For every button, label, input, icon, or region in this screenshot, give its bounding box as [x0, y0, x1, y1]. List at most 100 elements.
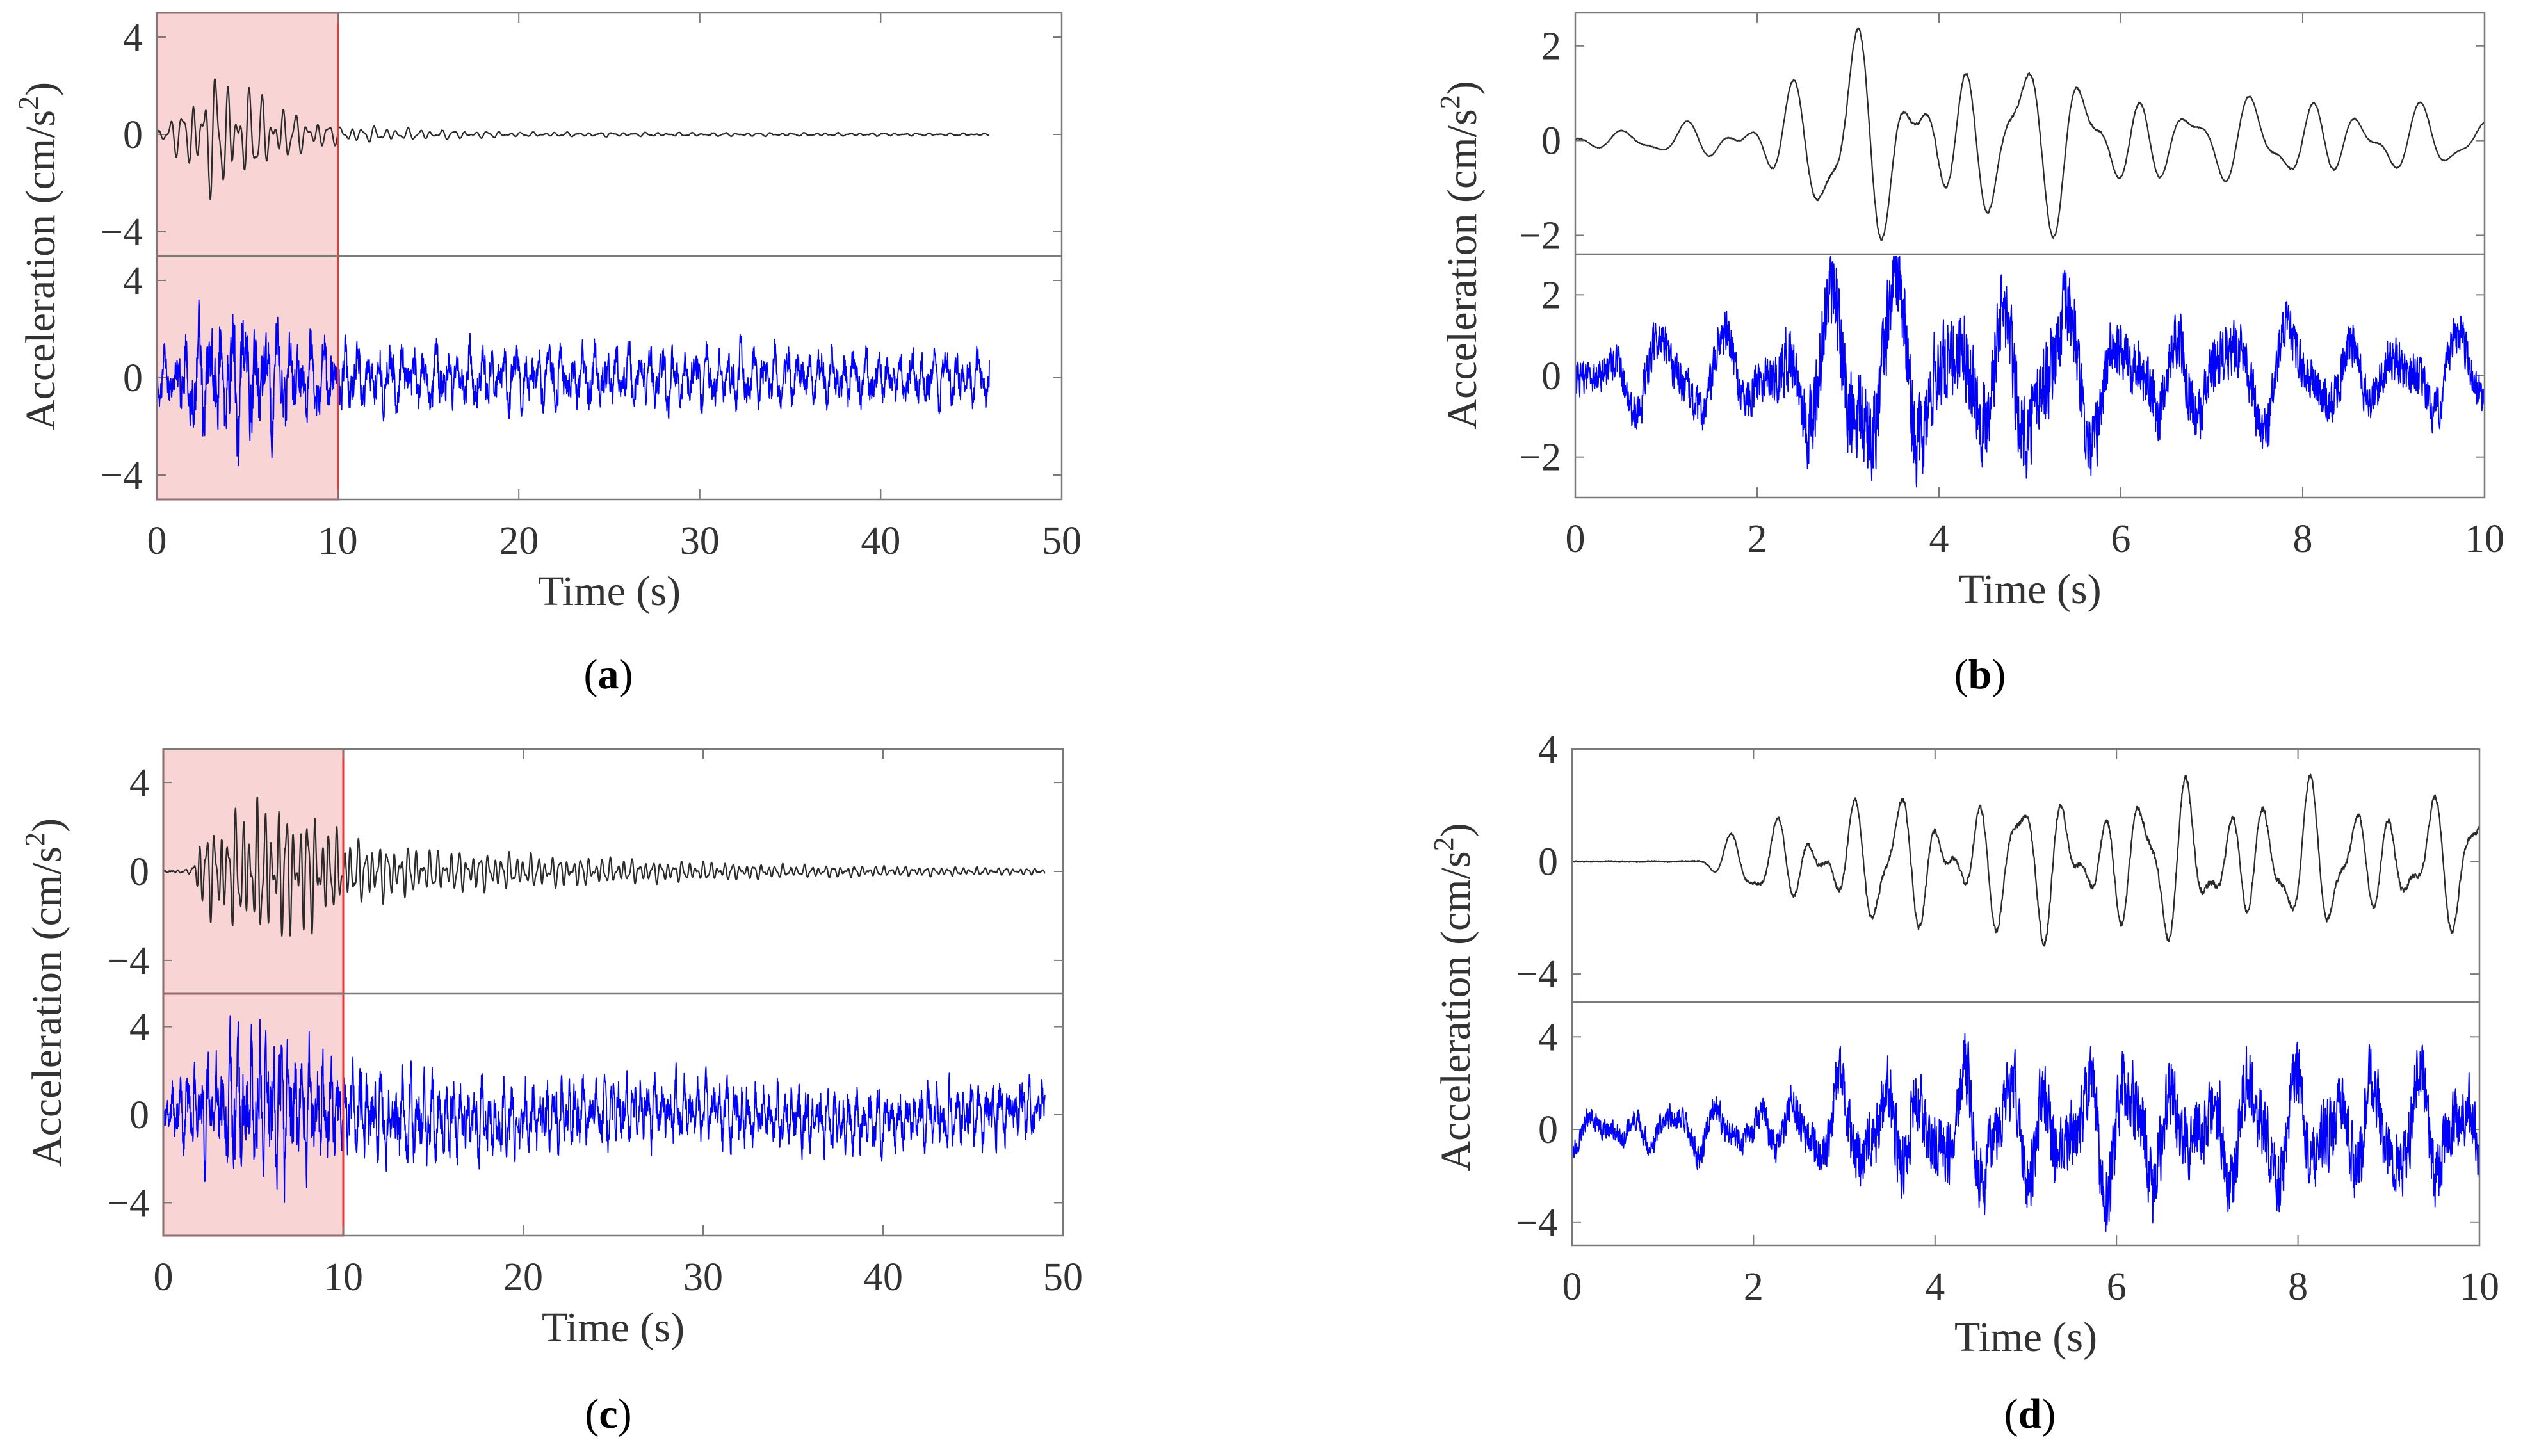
- x-tick-label: 6: [2111, 517, 2131, 561]
- y-tick-label: 0: [1541, 355, 1561, 398]
- y-axis-label-sup: 2: [19, 832, 51, 846]
- x-axis-label: Time (s): [542, 1304, 685, 1351]
- caption-letter: d: [2018, 1391, 2042, 1437]
- y-tick-label: 0: [123, 113, 143, 157]
- y-axis-label-close: ): [17, 82, 64, 96]
- x-tick-label: 8: [2293, 517, 2313, 561]
- x-tick-label: 8: [2288, 1265, 2308, 1309]
- x-tick-label: 6: [2107, 1265, 2127, 1309]
- y-axis-label: Acceleration (cm/s2): [1434, 81, 1486, 429]
- y-tick-label: 4: [123, 259, 143, 303]
- y-tick-label: 4: [1538, 728, 1558, 772]
- x-tick-label: 20: [503, 1256, 543, 1299]
- x-tick-label: 40: [863, 1256, 903, 1299]
- caption-close: ): [619, 651, 633, 698]
- y-axis-label-text: Acceleration (cm/s: [24, 846, 70, 1167]
- axes-frame: [162, 748, 1064, 1237]
- y-tick-label: −2: [1519, 214, 1561, 257]
- x-axis-label: Time (s): [1954, 1314, 2097, 1361]
- y-tick-label: 4: [129, 761, 149, 805]
- y-tick-label: 4: [129, 1006, 149, 1049]
- y-axis-label-close: ): [24, 818, 70, 832]
- y-tick-label: −4: [1516, 953, 1558, 996]
- y-tick-label: 2: [1541, 273, 1561, 317]
- caption-letter: c: [599, 1391, 617, 1437]
- y-tick-label: 0: [1538, 841, 1558, 884]
- y-axis-label-close: ): [1432, 823, 1479, 837]
- caption-open: (: [2004, 1391, 2018, 1437]
- series-line-original-record: [156, 78, 990, 200]
- y-tick-label: 0: [129, 850, 149, 894]
- x-axis-label: Time (s): [538, 568, 681, 615]
- y-tick-label: 0: [1541, 120, 1561, 163]
- axes-frame: [1571, 748, 2481, 1247]
- y-axis-label-sup: 2: [13, 96, 44, 110]
- series-line-generated-record: [163, 1015, 1046, 1203]
- series-line-original-record: [163, 796, 1046, 937]
- y-axis-label: Acceleration (cm/s2): [13, 82, 64, 430]
- series-line-generated-record-0-10-s-: [1571, 1033, 2480, 1232]
- y-tick-label: −4: [101, 454, 143, 497]
- axes-frame: [1574, 12, 2486, 499]
- caption-letter: b: [1968, 651, 1992, 698]
- y-tick-label: −2: [1519, 436, 1561, 480]
- y-tick-label: 4: [123, 16, 143, 60]
- caption-close: ): [1992, 651, 2006, 698]
- series-line-generated-record-0-10-s-: [1575, 255, 2485, 488]
- x-axis-label: Time (s): [1958, 566, 2101, 613]
- y-tick-label: 4: [1538, 1015, 1558, 1059]
- x-tick-label: 20: [499, 519, 539, 563]
- x-tick-label: 0: [147, 519, 167, 563]
- x-tick-label: 10: [323, 1256, 363, 1299]
- x-tick-label: 50: [1042, 519, 1082, 563]
- panel-caption: (b): [1954, 651, 2006, 698]
- y-tick-label: 0: [1538, 1108, 1558, 1152]
- x-tick-label: 0: [154, 1256, 174, 1299]
- y-tick-label: 0: [123, 357, 143, 400]
- caption-open: (: [585, 1391, 599, 1437]
- y-axis-label-text: Acceleration (cm/s: [17, 110, 64, 430]
- panel-caption: (d): [2004, 1391, 2056, 1437]
- x-tick-label: 0: [1562, 1265, 1582, 1309]
- y-tick-label: −4: [107, 939, 149, 983]
- x-tick-label: 10: [318, 519, 358, 563]
- x-tick-label: 2: [1744, 1265, 1764, 1309]
- y-tick-label: −4: [101, 211, 143, 254]
- series-line-original-record-0-10-s-: [1571, 773, 2481, 947]
- x-tick-label: 4: [1929, 517, 1949, 561]
- y-axis-label-sup: 2: [1434, 95, 1466, 109]
- y-axis-label: Acceleration (cm/s2): [19, 818, 70, 1167]
- caption-letter: a: [598, 651, 619, 698]
- panel-caption: (a): [584, 651, 633, 698]
- x-tick-label: 50: [1043, 1256, 1083, 1299]
- x-tick-label: 40: [861, 519, 900, 563]
- y-axis-label: Acceleration (cm/s2): [1428, 823, 1479, 1171]
- x-tick-label: 0: [1566, 517, 1586, 561]
- caption-open: (: [584, 651, 598, 698]
- x-tick-label: 30: [683, 1256, 723, 1299]
- x-tick-label: 10: [2460, 1265, 2499, 1309]
- series-line-generated-record: [156, 299, 990, 467]
- x-tick-label: 30: [680, 519, 720, 563]
- caption-close: ): [2041, 1391, 2056, 1437]
- caption-close: ): [618, 1391, 632, 1437]
- x-tick-label: 4: [1925, 1265, 1945, 1309]
- y-axis-label-close: ): [1439, 81, 1486, 95]
- x-tick-label: 10: [2465, 517, 2504, 561]
- y-tick-label: −4: [107, 1181, 149, 1225]
- caption-open: (: [1954, 651, 1968, 698]
- series-line-original-record-0-10-s-: [1575, 27, 2485, 241]
- y-tick-label: −4: [1516, 1201, 1558, 1245]
- highlight-region: [163, 749, 343, 1236]
- y-axis-label-text: Acceleration (cm/s: [1432, 851, 1479, 1171]
- x-tick-label: 2: [1748, 517, 1767, 561]
- y-tick-label: 2: [1541, 25, 1561, 69]
- y-tick-label: 0: [129, 1094, 149, 1137]
- panel-caption: (c): [585, 1391, 631, 1437]
- y-axis-label-text: Acceleration (cm/s: [1439, 109, 1486, 429]
